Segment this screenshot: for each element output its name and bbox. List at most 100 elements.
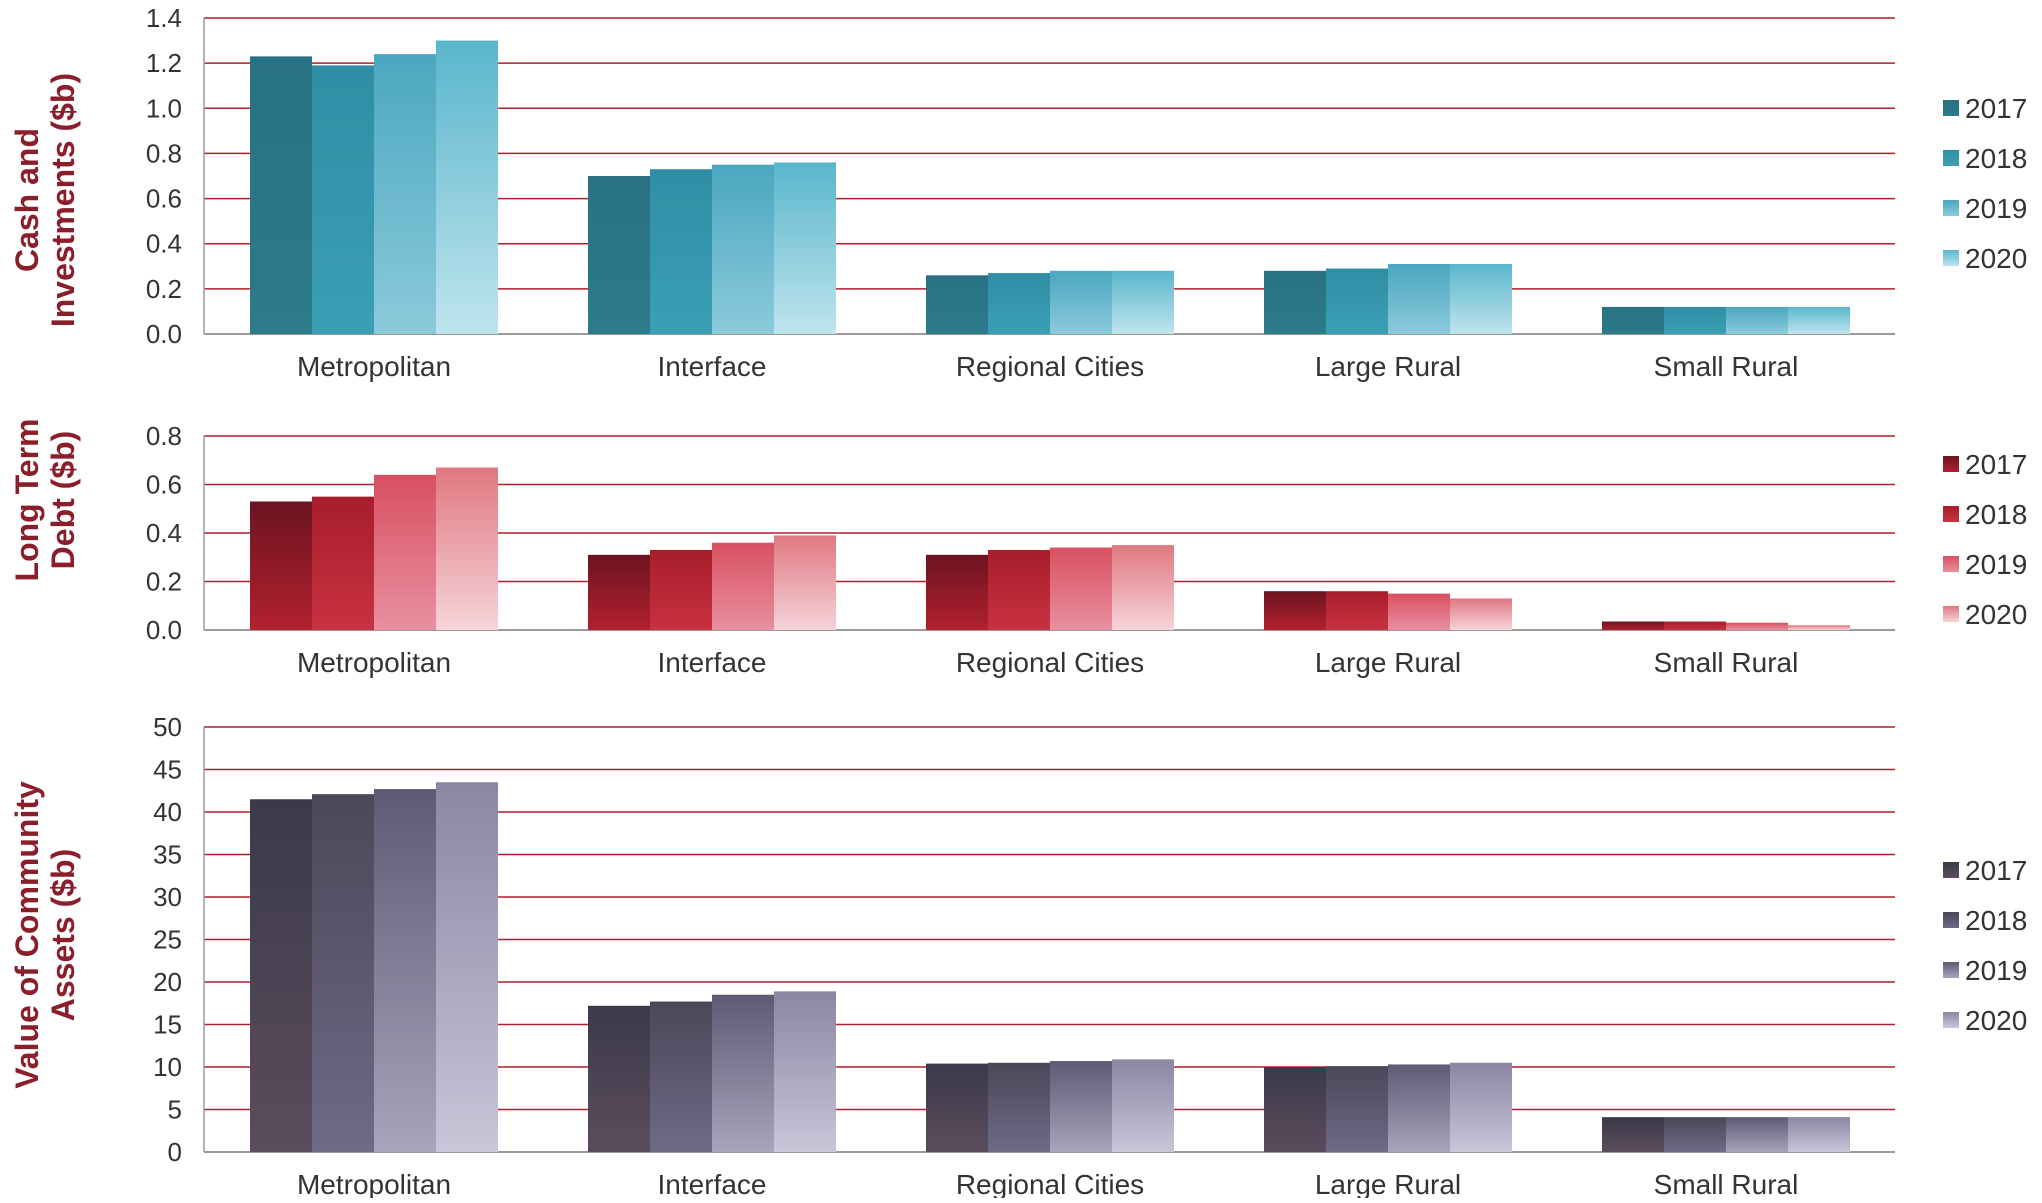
bar-interface-2017: [588, 1005, 650, 1152]
x-category-label: Interface: [658, 647, 767, 678]
bar-small-rural-2019: [1726, 1117, 1788, 1152]
bar-small-rural-2020: [1788, 1117, 1850, 1152]
bar-interface-2019: [712, 542, 774, 630]
bar-large-rural-2019: [1388, 593, 1450, 630]
bar-small-rural-2018: [1664, 306, 1726, 334]
legend-swatch: [1943, 506, 1959, 522]
bar-metropolitan-2017: [250, 501, 312, 630]
y-tick-label: 5: [168, 1095, 182, 1125]
x-category-label: Metropolitan: [297, 1169, 451, 1198]
legend-label: 2018: [1965, 905, 2027, 936]
x-category-label: Regional Cities: [956, 647, 1144, 678]
bar-small-rural-2018: [1664, 1117, 1726, 1152]
bar-regional-cities-2018: [988, 1062, 1050, 1152]
bar-interface-2018: [650, 169, 712, 334]
bar-large-rural-2020: [1450, 264, 1512, 334]
x-category-label: Regional Cities: [956, 1169, 1144, 1198]
legend-swatch: [1943, 862, 1959, 878]
y-tick-label: 0.0: [146, 319, 182, 349]
legend-label: 2020: [1965, 599, 2027, 630]
y-tick-label: 45: [153, 755, 182, 785]
bar-large-rural-2018: [1326, 268, 1388, 334]
legend-label: 2019: [1965, 955, 2027, 986]
bar-metropolitan-2018: [312, 794, 374, 1152]
legend-swatch: [1943, 456, 1959, 472]
bar-metropolitan-2019: [374, 789, 436, 1152]
bar-small-rural-2020: [1788, 625, 1850, 630]
y-tick-label: 0.6: [146, 184, 182, 214]
legend-swatch: [1943, 250, 1959, 266]
bar-interface-2018: [650, 549, 712, 630]
bar-small-rural-2019: [1726, 306, 1788, 334]
y-axis-title: Long TermDebt ($b): [9, 419, 81, 582]
bar-regional-cities-2020: [1112, 270, 1174, 334]
x-category-label: Metropolitan: [297, 647, 451, 678]
bar-small-rural-2017: [1602, 1117, 1664, 1152]
y-tick-label: 0.8: [146, 421, 182, 451]
y-tick-label: 1.0: [146, 93, 182, 123]
bar-large-rural-2020: [1450, 1062, 1512, 1152]
x-category-label: Large Rural: [1315, 1169, 1461, 1198]
bar-regional-cities-2017: [926, 554, 988, 630]
bar-small-rural-2020: [1788, 306, 1850, 334]
legend-label: 2018: [1965, 143, 2027, 174]
legend-swatch: [1943, 200, 1959, 216]
bar-regional-cities-2020: [1112, 545, 1174, 630]
bar-regional-cities-2020: [1112, 1059, 1174, 1152]
bar-regional-cities-2018: [988, 549, 1050, 630]
y-axis-title: Value of CommunityAssets ($b): [9, 781, 81, 1089]
y-tick-label: 0: [168, 1137, 182, 1167]
y-tick-label: 40: [153, 797, 182, 827]
legend-swatch: [1943, 962, 1959, 978]
legend-label: 2017: [1965, 93, 2027, 124]
legend-label: 2019: [1965, 193, 2027, 224]
legend-label: 2017: [1965, 449, 2027, 480]
y-tick-label: 20: [153, 967, 182, 997]
y-tick-label: 10: [153, 1052, 182, 1082]
bar-metropolitan-2017: [250, 56, 312, 334]
y-tick-label: 0.0: [146, 615, 182, 645]
bar-regional-cities-2017: [926, 1063, 988, 1152]
y-tick-label: 1.2: [146, 48, 182, 78]
x-category-label: Small Rural: [1654, 1169, 1799, 1198]
x-category-label: Interface: [658, 351, 767, 382]
bar-metropolitan-2020: [436, 467, 498, 630]
y-tick-label: 30: [153, 882, 182, 912]
bar-metropolitan-2017: [250, 799, 312, 1152]
y-tick-label: 0.8: [146, 138, 182, 168]
bar-metropolitan-2019: [374, 54, 436, 334]
x-category-label: Large Rural: [1315, 351, 1461, 382]
y-tick-label: 50: [153, 712, 182, 742]
bar-large-rural-2019: [1388, 1064, 1450, 1152]
y-axis-title: Cash andInvestments ($b): [9, 73, 81, 327]
chart-panel-2: 0.0 0.2 0.4 0.6 0.8 Metropolitan Interface Regi…: [9, 419, 2027, 678]
bar-interface-2020: [774, 535, 836, 630]
legend-swatch: [1943, 100, 1959, 116]
bar-small-rural-2018: [1664, 621, 1726, 630]
chart-panel-1: 0.0 0.2 0.4 0.6 0.8 1.0 1.2 1.4 Metropolitan Inte…: [9, 3, 2027, 382]
y-tick-label: 1.4: [146, 3, 182, 33]
bar-large-rural-2017: [1264, 591, 1326, 630]
y-tick-label: 25: [153, 925, 182, 955]
bar-interface-2017: [588, 554, 650, 630]
x-category-label: Small Rural: [1654, 647, 1799, 678]
y-tick-label: 0.2: [146, 567, 182, 597]
bar-interface-2019: [712, 994, 774, 1152]
bar-metropolitan-2018: [312, 65, 374, 335]
bar-regional-cities-2019: [1050, 270, 1112, 334]
x-category-label: Metropolitan: [297, 351, 451, 382]
bar-small-rural-2017: [1602, 621, 1664, 630]
bar-metropolitan-2019: [374, 474, 436, 630]
x-category-label: Small Rural: [1654, 351, 1799, 382]
bar-large-rural-2020: [1450, 598, 1512, 630]
y-tick-label: 0.4: [146, 518, 182, 548]
y-tick-label: 15: [153, 1010, 182, 1040]
legend-label: 2017: [1965, 855, 2027, 886]
bar-interface-2020: [774, 162, 836, 334]
x-category-label: Interface: [658, 1169, 767, 1198]
bar-regional-cities-2019: [1050, 547, 1112, 630]
bar-regional-cities-2018: [988, 273, 1050, 334]
bar-metropolitan-2020: [436, 782, 498, 1152]
